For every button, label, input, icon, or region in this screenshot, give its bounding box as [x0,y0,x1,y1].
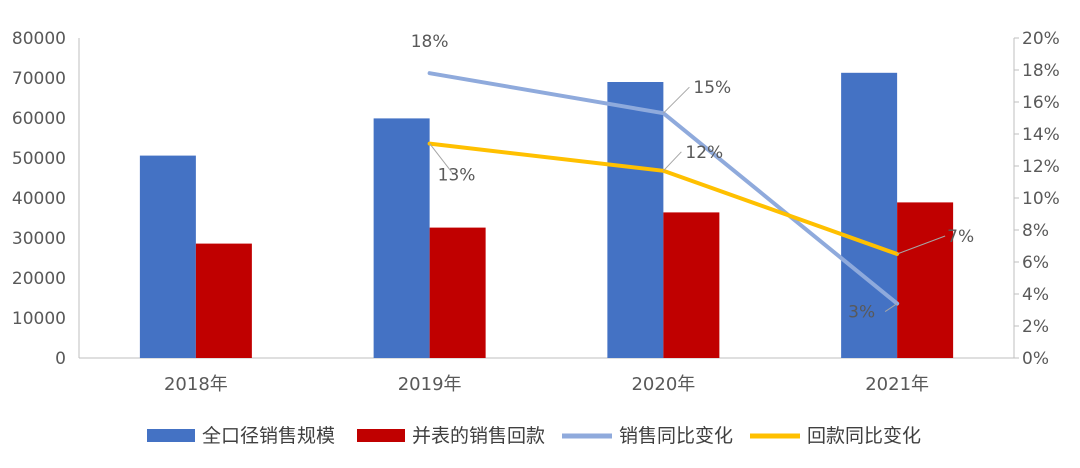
y-left-tick-label: 20000 [12,269,66,289]
y-left-tick-label: 70000 [12,69,66,89]
y-right-tick-label: 16% [1022,93,1060,113]
y-right-tick-label: 18% [1022,61,1060,81]
y-right-tick-label: 10% [1022,189,1060,209]
y-left-tick-label: 10000 [12,309,66,329]
data-label-leader [896,235,946,255]
legend-label: 并表的销售回款 [412,425,545,447]
bar-collections [897,202,954,358]
bar-sales-scale [841,72,898,359]
sales-yoy-data-label: 18% [411,32,449,52]
y-right-tick-label: 0% [1022,349,1049,369]
y-left-tick-label: 40000 [12,189,66,209]
legend-swatch [147,429,195,442]
data-label-leader [663,86,690,114]
data-label-leader [884,303,898,313]
bar-collections [429,227,486,358]
bar-sales-scale [373,118,430,359]
data-label-leader [429,143,455,175]
y-left-tick-label: 50000 [12,149,66,169]
y-right-tick-label: 20% [1022,29,1060,49]
y-left-tick-label: 0 [55,349,66,369]
bar-collections [663,212,720,358]
collections-yoy-data-label: 12% [685,143,723,163]
legend-swatch [357,429,405,442]
collections-yoy-data-label: 7% [947,227,974,247]
sales-yoy-data-label: 3% [848,303,875,323]
y-right-tick-label: 8% [1022,221,1049,241]
y-right-tick-label: 2% [1022,317,1049,337]
x-category-label: 2020年 [631,374,695,395]
y-left-tick-label: 60000 [12,109,66,129]
legend-label: 销售同比变化 [619,425,733,447]
x-category-label: 2018年 [164,374,228,395]
y-left-tick-label: 80000 [12,29,66,49]
y-left-tick-label: 30000 [12,229,66,249]
bar-sales-scale [607,82,664,358]
bar-collections [195,243,252,358]
x-category-label: 2019年 [398,374,462,395]
legend-label: 全口径销售规模 [202,425,335,447]
bar-sales-scale [139,155,196,358]
y-right-tick-label: 4% [1022,285,1049,305]
legend-label: 回款同比变化 [807,425,921,447]
sales-yoy-data-label: 15% [693,78,731,98]
data-label-leader [663,151,682,172]
y-right-tick-label: 6% [1022,253,1049,273]
y-right-tick-label: 14% [1022,125,1060,145]
y-right-tick-label: 12% [1022,157,1060,177]
x-category-label: 2021年 [865,374,929,395]
collections-yoy-data-label: 13% [438,166,476,186]
